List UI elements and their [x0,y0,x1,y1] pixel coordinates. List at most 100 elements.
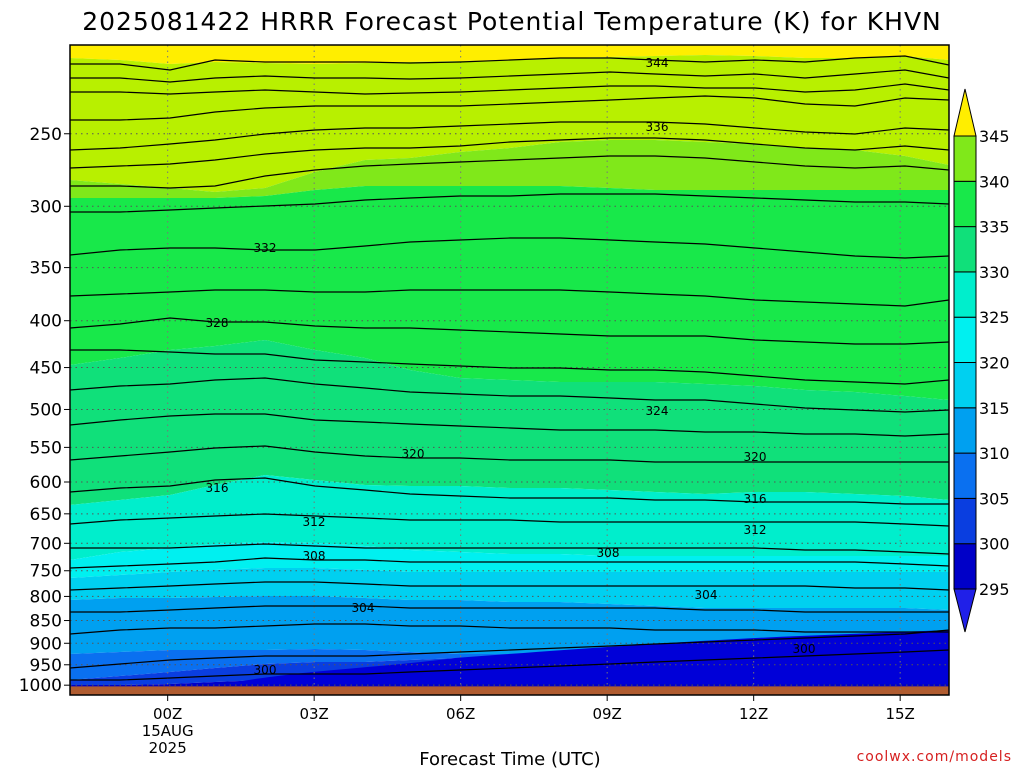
x-tick-sublabel: 2025 [149,739,187,757]
contour-line [70,69,949,83]
contour-line [70,629,949,669]
cold-band [225,630,949,684]
contour-line [70,237,949,259]
y-tick-label: 800 [30,587,62,607]
contour-label: 308 [303,549,326,563]
contour-line [70,317,949,345]
colorbar-segment [953,543,977,590]
contour-label: 316 [744,492,767,506]
y-tick-label: 850 [30,612,62,632]
x-tick-label: 15Z [885,705,914,723]
contour-line [70,445,949,463]
chart-title: 2025081422 HRRR Forecast Potential Tempe… [82,7,942,36]
y-tick-label: 350 [30,259,62,279]
contour-label: 332 [254,241,277,255]
contour-line [70,121,949,151]
temperature-band [70,568,949,610]
y-tick-label: 500 [30,400,62,420]
temperature-band [70,140,949,198]
contour-lines: 344 336 332 328 324 320 320 316 316 312 312 308 308 3… [70,55,949,681]
contour-line [70,543,949,555]
y-tick-label: 650 [30,505,62,525]
x-axis-title: Forecast Time (UTC) [419,749,600,768]
contour-label: 336 [646,120,669,134]
colorbar-segment [953,407,977,454]
y-tick-label: 400 [30,312,62,332]
colorbar-label: 320 [979,354,1010,373]
temperature-band [70,542,949,578]
contour-line [70,95,949,121]
contour-line [70,477,949,505]
colorbar: 295 300 305 310 315 320 325 330 335 340 345 [953,88,1010,633]
colorbar-label: 345 [979,127,1010,146]
contour-line [70,623,949,635]
y-tick-label: 950 [30,656,62,676]
contour-line [70,289,949,307]
colorbar-label: 305 [979,489,1010,508]
plot-frame [69,44,950,696]
x-tick-label: 03Z [299,705,328,723]
contour-line [70,55,949,71]
contour-label: 308 [597,546,620,560]
contour-line [70,413,949,437]
colorbar-label: 315 [979,399,1010,418]
contour-label: 316 [206,481,229,495]
contour-label: 300 [793,642,816,656]
contour-label: 304 [695,588,718,602]
y-tick-label: 250 [30,125,62,145]
colorbar-label: 325 [979,308,1010,327]
ground-surface-rect [70,686,949,695]
contour-line [70,557,949,569]
y-tick-label: 700 [30,534,62,554]
contour-label: 304 [352,601,375,615]
contour-line [70,193,949,213]
x-tick-label: 00Z [153,705,182,723]
colorbar-label: 295 [979,580,1010,599]
x-tick-sublabel: 15AUG [142,722,194,740]
colorbar-label: 310 [979,444,1010,463]
colorbar-segment [953,135,977,182]
temperature-band [70,45,949,64]
contour-line [70,649,949,681]
colorbar-segment [953,497,977,545]
y-tick-label: 600 [30,473,62,493]
temperature-band [70,475,949,560]
colorbar-segment [953,226,977,273]
contour-label: 312 [744,523,767,537]
contour-label: 320 [402,447,425,461]
colorbar-segment [953,271,977,318]
colorbar-label: 335 [979,218,1010,237]
contour-line [70,349,949,385]
y-tick-label: 900 [30,634,62,654]
colorbar-segment [953,316,977,364]
contour-label: 300 [254,663,277,677]
x-tick-label: 12Z [739,705,768,723]
y-tick-label: 550 [30,438,62,458]
y-tick-label: 1000 [19,676,62,696]
contour-label: 344 [646,56,669,70]
colorbar-segment [953,452,977,499]
colorbar-max-arrow [953,88,977,137]
y-tick-label: 450 [30,359,62,379]
ground-surface [70,686,949,695]
colorbar-label: 340 [979,172,1010,191]
colorbar-label: 300 [979,535,1010,554]
contour-line [70,513,949,527]
contour-label: 320 [744,450,767,464]
x-tick-label: 09Z [592,705,621,723]
contour-line [70,137,949,169]
colorbar-label: 330 [979,263,1010,282]
y-tick-label: 750 [30,562,62,582]
y-axis: 2503003504004505005506006507007508008509… [19,125,70,696]
contour-line [70,377,949,413]
contour-label: 324 [646,404,669,418]
contour-line [70,605,949,613]
x-tick-label: 06Z [446,705,475,723]
contour-line [70,155,949,189]
colorbar-min-arrow [953,588,977,633]
credit-link[interactable]: coolwx.com/models [857,749,1012,765]
colorbar-segment [953,180,977,228]
contour-label: 328 [206,316,229,330]
